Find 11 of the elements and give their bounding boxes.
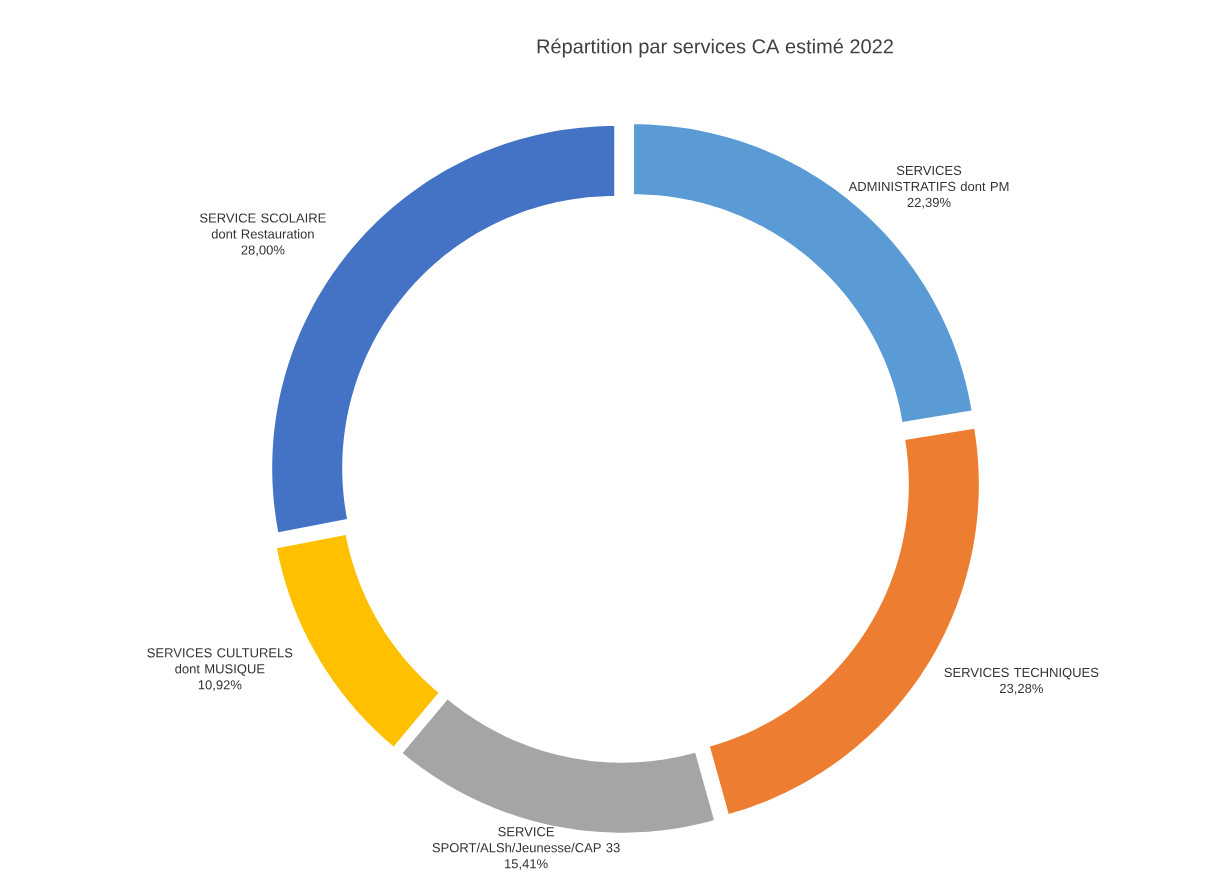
data-label: 22,39%	[907, 197, 951, 209]
data-label: 15,41%	[505, 859, 548, 870]
data-label: 28,00%	[241, 245, 285, 257]
slice-label: SERVICES ADMINISTRATIFS dont PM	[848, 165, 1009, 192]
data-label: 10,92%	[198, 680, 242, 691]
slice-label: SERVICE SPORT/ALSh/Jeunesse/CAP 33	[432, 827, 620, 853]
slice-label: SERVICES CULTURELS dont MUSIQUE	[147, 648, 293, 676]
slice-label: SERVICE SCOLAIRE dont Restauration	[200, 213, 326, 239]
slice-label: SERVICES TECHNIQUES	[944, 667, 1099, 680]
data-label: 23,28%	[999, 683, 1043, 695]
chart-title: Répartition par services CA estimé 2022	[537, 38, 893, 58]
